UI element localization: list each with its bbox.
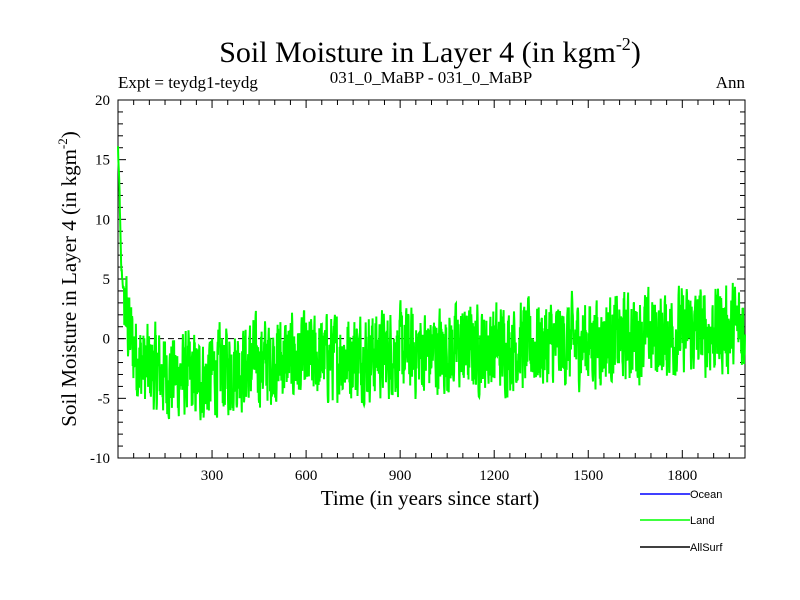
legend: Ocean Land AllSurf	[640, 489, 723, 554]
legend-label-ocean: Ocean	[690, 489, 722, 501]
subtitle-right: Ann	[716, 73, 746, 92]
x-tick-label: 900	[389, 468, 412, 484]
chart-title: Soil Moisture in Layer 4 (in kgm-2)	[219, 34, 641, 69]
subtitle-left: Expt = teydg1-teydg	[118, 73, 258, 92]
x-tick-label: 1200	[479, 468, 509, 484]
x-tick-label: 1500	[573, 468, 603, 484]
x-tick-label: 300	[201, 468, 224, 484]
x-tick-label: 1800	[667, 468, 697, 484]
y-tick-label: -5	[98, 391, 111, 407]
subtitle-center: 031_0_MaBP - 031_0_MaBP	[330, 68, 532, 87]
x-axis-label: Time (in years since start)	[321, 486, 540, 510]
y-tick-label: -10	[90, 451, 110, 467]
y-tick-label: 15	[95, 153, 110, 169]
x-tick-label: 600	[295, 468, 318, 484]
legend-label-allsurf: AllSurf	[690, 542, 723, 554]
y-tick-label: 5	[103, 272, 111, 288]
plot-area	[117, 99, 746, 459]
y-tick-label: 10	[95, 212, 110, 228]
legend-label-land: Land	[690, 515, 714, 527]
y-tick-label: 0	[103, 332, 111, 348]
series-land-line	[117, 146, 746, 421]
y-tick-label: 20	[95, 93, 110, 109]
y-axis-label: Soil Moisture in Layer 4 (in kgm-2)	[55, 131, 81, 426]
